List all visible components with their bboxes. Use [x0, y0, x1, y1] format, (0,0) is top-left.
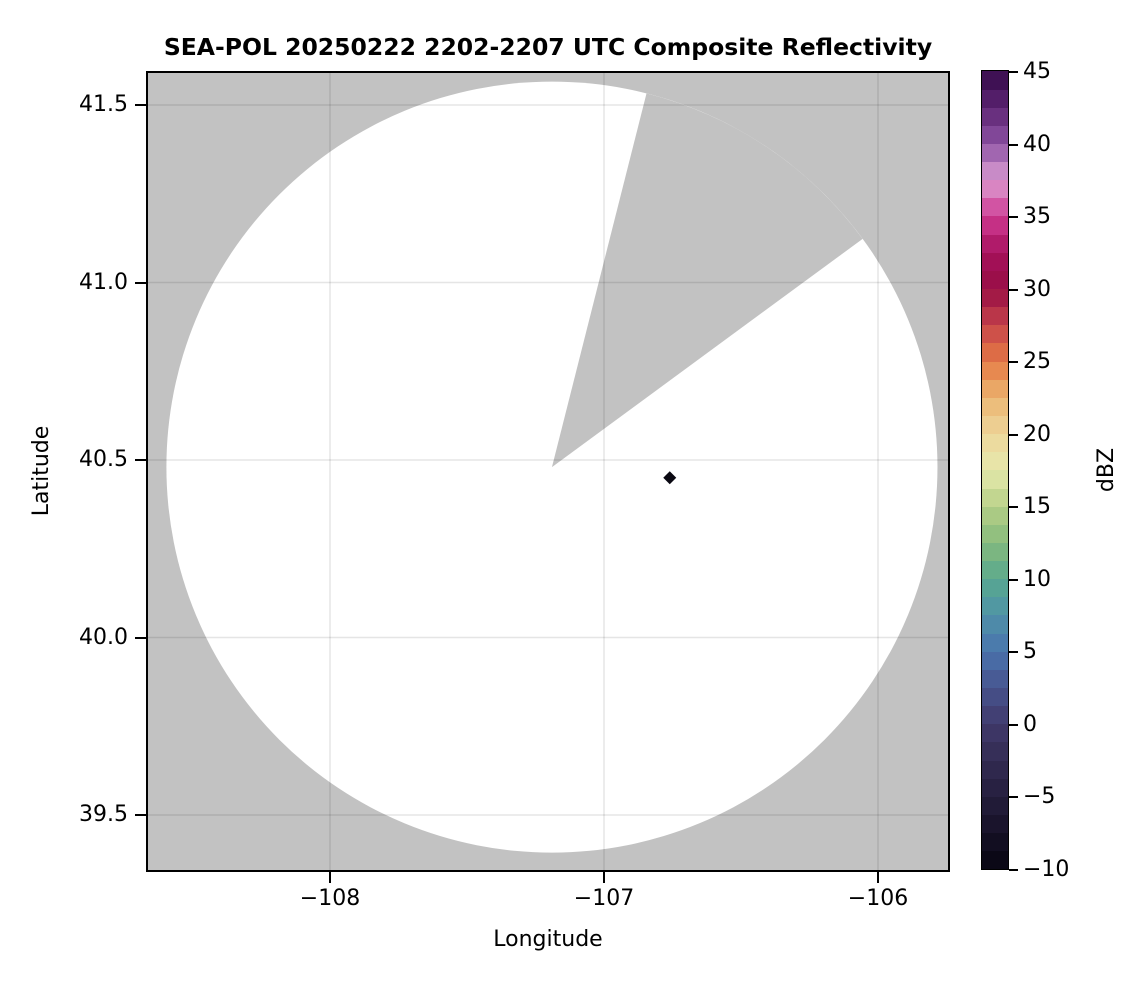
colorbar-tick-mark: [1009, 506, 1018, 509]
colorbar-band: [982, 343, 1009, 363]
colorbar-band: [982, 742, 1009, 762]
colorbar-tick-label: 40: [1023, 131, 1051, 157]
colorbar-band: [982, 778, 1009, 798]
y-tick-mark: [135, 104, 146, 106]
colorbar-tick-mark: [1009, 796, 1018, 799]
colorbar-band: [982, 89, 1009, 109]
x-tick-mark: [329, 872, 331, 883]
plot-area: [146, 71, 950, 872]
x-tick-mark: [603, 872, 605, 883]
colorbar-band: [982, 361, 1009, 381]
colorbar-band: [982, 125, 1009, 145]
x-tick-mark: [877, 872, 879, 883]
colorbar-band: [982, 833, 1009, 852]
y-tick-mark: [135, 636, 146, 639]
colorbar-label: dBZ: [1094, 447, 1119, 493]
colorbar-band: [982, 814, 1009, 834]
colorbar-tick-mark: [1009, 361, 1018, 364]
colorbar-tick-label: 35: [1023, 204, 1051, 230]
colorbar-band: [982, 307, 1009, 326]
colorbar-tick-mark: [1009, 723, 1018, 726]
y-axis-label: Latitude: [29, 425, 54, 517]
colorbar-band: [982, 234, 1009, 254]
colorbar-tick-mark: [1009, 578, 1018, 581]
colorbar-band: [982, 542, 1009, 562]
y-tick-label: 39.5: [79, 802, 128, 827]
colorbar-band: [982, 252, 1009, 272]
colorbar-tick-mark: [1009, 869, 1018, 871]
colorbar-tick-label: 0: [1023, 711, 1037, 737]
y-tick-label: 41.5: [79, 92, 128, 117]
colorbar-band: [982, 796, 1009, 816]
colorbar-band: [982, 270, 1009, 290]
y-tick-label: 40.0: [79, 624, 128, 650]
y-tick-label: 41.0: [79, 269, 128, 295]
colorbar-band: [982, 760, 1009, 780]
colorbar-band: [982, 669, 1009, 689]
colorbar-band: [982, 180, 1009, 199]
y-tick-mark: [135, 281, 146, 284]
colorbar-band: [982, 71, 1009, 91]
colorbar-tick-label: 45: [1023, 59, 1051, 84]
colorbar-band: [982, 597, 1009, 616]
colorbar-band: [982, 524, 1009, 544]
colorbar-band: [982, 198, 1009, 217]
colorbar-band: [982, 143, 1009, 163]
colorbar-band: [982, 724, 1009, 743]
y-tick-mark: [135, 814, 146, 816]
blocked-sector: [551, 93, 863, 468]
x-tick-label: −107: [573, 886, 635, 911]
colorbar-band: [982, 561, 1009, 580]
radar-map-canvas: [148, 73, 948, 870]
colorbar-band: [982, 216, 1009, 236]
colorbar-tick-label: 10: [1023, 566, 1051, 592]
y-tick-mark: [135, 459, 146, 461]
colorbar-band: [982, 325, 1009, 344]
colorbar-band: [982, 506, 1009, 526]
colorbar-tick-mark: [1009, 288, 1018, 291]
colorbar-band: [982, 688, 1009, 707]
colorbar-band: [982, 706, 1009, 725]
colorbar-band: [982, 434, 1009, 453]
grid-lines: [148, 73, 948, 870]
colorbar-tick-mark: [1009, 71, 1018, 73]
x-axis-label: Longitude: [493, 927, 603, 952]
colorbar-band: [982, 488, 1009, 508]
plot-title: SEA-POL 20250222 2202-2207 UTC Composite…: [163, 33, 933, 61]
colorbar-band: [982, 633, 1009, 653]
colorbar-tick-label: 20: [1023, 421, 1051, 447]
echo-marker: [663, 471, 677, 485]
colorbar-band: [982, 162, 1009, 181]
colorbar-band: [982, 397, 1009, 417]
colorbar-band: [982, 651, 1009, 671]
colorbar-tick-label: −10: [1023, 857, 1070, 882]
colorbar-tick-mark: [1009, 651, 1018, 654]
colorbar-tick-mark: [1009, 433, 1018, 436]
colorbar-band: [982, 851, 1009, 870]
colorbar-band: [982, 379, 1009, 399]
x-tick-label: −108: [299, 886, 361, 911]
colorbar-band: [982, 415, 1009, 435]
colorbar-band: [982, 470, 1009, 490]
colorbar-band: [982, 579, 1009, 598]
colorbar-band: [982, 107, 1009, 127]
colorbar-tick-label: 30: [1023, 276, 1051, 302]
colorbar-tick-label: −5: [1023, 784, 1056, 810]
colorbar: [981, 70, 1010, 871]
colorbar-tick-label: 15: [1023, 494, 1051, 520]
colorbar-tick-label: 25: [1023, 349, 1051, 375]
colorbar-tick-label: 5: [1023, 639, 1037, 665]
y-tick-label: 40.5: [79, 447, 128, 472]
colorbar-tick-mark: [1009, 143, 1018, 146]
colorbar-band: [982, 452, 1009, 471]
x-tick-label: −106: [847, 886, 909, 911]
colorbar-band: [982, 615, 1009, 635]
colorbar-band: [982, 289, 1009, 308]
colorbar-tick-mark: [1009, 216, 1018, 219]
